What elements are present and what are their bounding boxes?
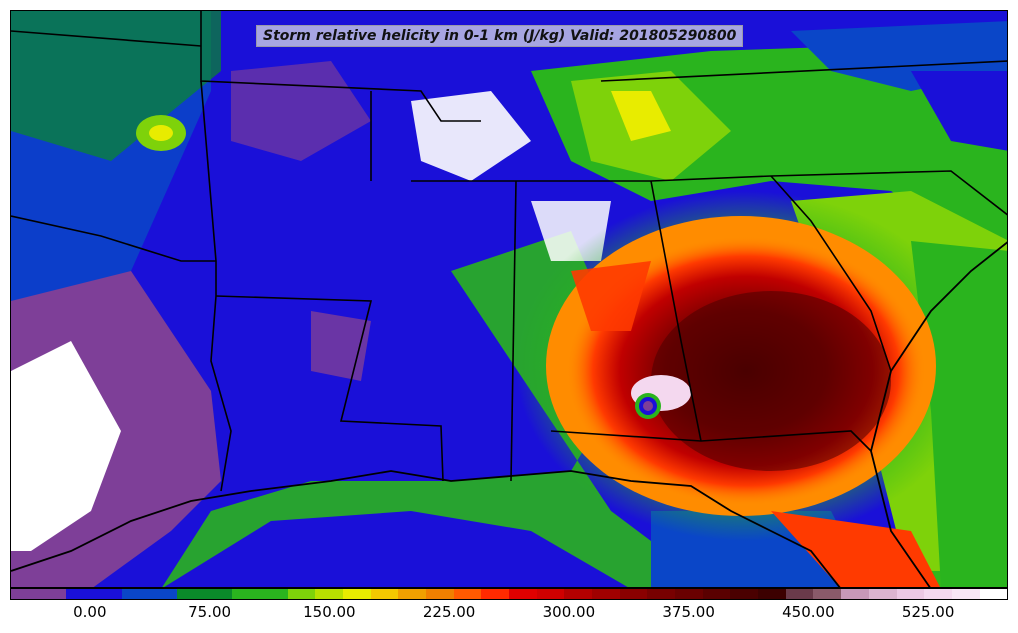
colorbar-segment (647, 589, 676, 599)
colorbar-segment (841, 589, 869, 599)
colorbar-segment (38, 589, 67, 599)
gulf-blue (164, 511, 628, 587)
colorbar-tick-label: 450.00 (782, 603, 835, 621)
colorbar-segment (730, 589, 759, 599)
colorbar-segment (232, 589, 261, 599)
arkansas-purple (311, 311, 371, 381)
colorbar-tick-label: 225.00 (422, 603, 476, 621)
colorbar-segment (149, 589, 178, 599)
border-oklahoma-texas (11, 215, 216, 262)
colorbar-segment (675, 589, 703, 599)
map-title: Storm relative helicity in 0-1 km (J/kg)… (256, 25, 744, 47)
kansas-blob-core (149, 125, 173, 141)
colorbar-segment (813, 589, 842, 599)
colorbar-ticks: 0.00 75.00 150.00 225.00 300.00 375.00 450.00 5… (10, 600, 1008, 630)
texas-white (11, 341, 121, 551)
colorbar-segment (204, 589, 233, 599)
colorbar-segment (370, 589, 399, 599)
colorbar-segment (398, 589, 427, 599)
colorbar-segment (453, 589, 482, 599)
gulf-coastline (11, 470, 841, 587)
helicity-max (651, 291, 891, 471)
colorbar-tick-label: 150.00 (303, 603, 356, 621)
border-mississippi-alabama (510, 180, 517, 482)
colorbar (10, 588, 1008, 600)
colorbar-tick-label: 75.00 (188, 603, 232, 621)
missouri-purple (231, 61, 371, 161)
storm-eye-dot (643, 401, 653, 411)
florida-red (771, 511, 940, 587)
colorbar-segment (868, 589, 897, 599)
colorbar-tick-label: 525.00 (901, 603, 955, 621)
colorbar-segment (260, 589, 288, 599)
northwest-green (11, 11, 221, 161)
colorbar-segment (564, 589, 593, 599)
illinois-white (411, 91, 531, 181)
ohio-valley-yellow (611, 91, 671, 141)
colorbar-segment (536, 589, 565, 599)
colorbar-segment (979, 589, 1008, 599)
border-arkansas-louisiana (215, 295, 444, 482)
colorbar-segment (702, 589, 731, 599)
colorbar-segment (343, 589, 371, 599)
border-florida-north (550, 430, 872, 452)
helicity-map: Storm relative helicity in 0-1 km (J/kg)… (10, 10, 1008, 588)
colorbar-segment (619, 589, 648, 599)
colorbar-segment (94, 589, 122, 599)
alabama-red (571, 261, 651, 331)
carolina-blue (911, 71, 1007, 151)
colorbar-segment (177, 589, 205, 599)
border-georgia-carolina (770, 175, 892, 372)
colorbar-segment (509, 589, 537, 599)
colorbar-segment (481, 589, 510, 599)
colorbar-segment (592, 589, 620, 599)
colorbar-segment (426, 589, 454, 599)
colorbar-segment (758, 589, 786, 599)
colorbar-segment (951, 589, 980, 599)
atlantic-coastline (870, 241, 1007, 587)
colorbar-segment (11, 589, 39, 599)
border-texas-louisiana (210, 295, 232, 492)
colorbar-tick-label: 0.00 (73, 603, 107, 621)
border-missouri-north (200, 11, 481, 122)
colorbar-segment (121, 589, 150, 599)
colorbar-segment (785, 589, 814, 599)
colorbar-segment (66, 589, 95, 599)
border-kansas-north (11, 30, 202, 47)
colorbar-segment (896, 589, 925, 599)
map-canvas (11, 11, 1007, 587)
state-borders (11, 11, 1007, 492)
colorbar-segment (315, 589, 344, 599)
border-alabama-georgia (650, 180, 702, 442)
border-kentucky-north (600, 60, 1007, 82)
colorbar-tick-label: 300.00 (542, 603, 596, 621)
colorbar-tick-label: 375.00 (662, 603, 715, 621)
colorbar-segment (287, 589, 316, 599)
colorbar-segment (924, 589, 952, 599)
